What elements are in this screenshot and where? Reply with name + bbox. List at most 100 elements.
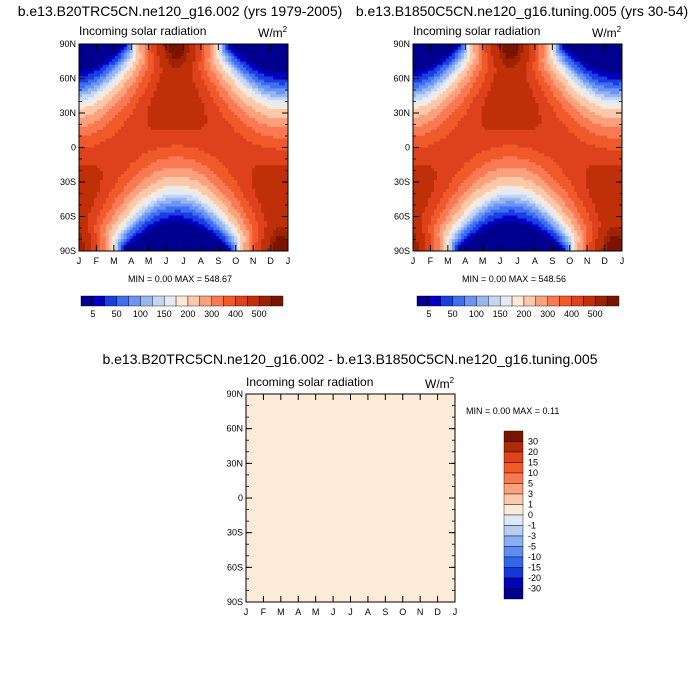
panel-a-cell — [231, 194, 235, 199]
panel-a-cell — [156, 168, 161, 172]
panel-a-cell — [213, 174, 217, 178]
panel-a-cell — [90, 221, 95, 225]
panel-a-cell — [79, 203, 83, 208]
panel-a-cell — [252, 174, 256, 178]
panel-a-cell — [282, 114, 286, 119]
panel-a-cell — [207, 120, 211, 125]
panel-a-cell — [282, 67, 286, 72]
panel-a-cell — [156, 88, 161, 92]
panel-a-cell — [198, 76, 203, 81]
panel-a-cell — [255, 162, 259, 166]
panel-a-cell — [141, 182, 146, 187]
panel-a-cell — [93, 171, 98, 175]
panel-a-y-tick-label: 30S — [60, 177, 76, 187]
panel-a-cell — [177, 58, 182, 63]
panel-a-cell — [150, 245, 155, 249]
panel-a-cell — [147, 242, 152, 246]
panel-a-cell — [156, 97, 161, 101]
panel-a-cell — [144, 132, 149, 137]
panel-a-cell — [171, 168, 176, 172]
panel-a-cell — [273, 52, 277, 57]
panel-a-cell — [87, 245, 92, 249]
panel-a-cell — [114, 230, 119, 234]
panel-a-cell — [192, 120, 197, 125]
panel-a-cell — [165, 218, 170, 223]
panel-a-cell — [150, 49, 155, 54]
panel-a-cell — [267, 126, 271, 131]
panel-a-cell — [135, 49, 140, 54]
panel-a-cell — [123, 218, 128, 223]
panel-a-cell — [147, 215, 152, 220]
panel-a-cell — [177, 55, 182, 60]
panel-a-cell — [204, 112, 208, 116]
panel-a-cell — [117, 156, 122, 160]
panel-a-cell — [201, 52, 205, 57]
panel-a-cell — [129, 141, 134, 146]
panel-a-cell — [258, 248, 262, 251]
panel-a-cell — [174, 49, 179, 54]
panel-a-cell — [147, 221, 152, 225]
panel-a-cell — [96, 106, 101, 110]
panel-a-cell — [135, 206, 140, 211]
panel-a-cell — [195, 230, 200, 234]
panel-a-cell — [123, 120, 128, 125]
panel-a-cell — [231, 209, 235, 214]
panel-a-cell — [186, 135, 191, 140]
panel-a-cell — [135, 230, 140, 234]
panel-a-cell — [249, 141, 253, 146]
panel-a-cell — [198, 91, 203, 95]
panel-a-cell — [138, 209, 143, 214]
panel-a-cell — [102, 144, 107, 149]
panel-a-cell — [90, 156, 95, 160]
panel-a-cell — [129, 91, 134, 95]
panel-a-cell — [264, 177, 268, 181]
panel-a-cell — [168, 126, 173, 131]
panel-a-cell — [201, 221, 205, 225]
panel-a-cell — [186, 200, 191, 205]
panel-a-cell — [84, 188, 89, 193]
panel-a-cell — [210, 109, 214, 113]
panel-a-cell — [105, 194, 110, 199]
panel-a-cell — [138, 79, 143, 84]
panel-a-cell — [264, 242, 268, 246]
panel-a-cell — [234, 209, 238, 214]
panel-a-cell — [279, 147, 283, 152]
panel-a-y-tick-label: 90N — [59, 39, 76, 49]
panel-a-cell — [192, 242, 197, 246]
panel-a-cell — [150, 182, 155, 187]
panel-a-cell — [270, 239, 274, 243]
panel-a-cell — [177, 233, 182, 237]
panel-a-cell — [285, 185, 288, 190]
panel-a-cell — [180, 120, 185, 125]
panel-a-cell — [129, 64, 134, 69]
panel-a-cell — [144, 227, 149, 231]
panel-a-cell — [93, 64, 98, 69]
panel-a-cell — [186, 58, 191, 63]
panel-a-cell — [84, 245, 89, 249]
panel-a-cell — [123, 144, 128, 149]
panel-a-cell — [279, 114, 283, 119]
panel-a-cell — [234, 159, 238, 163]
panel-a-cell — [84, 58, 89, 63]
panel-a-cell — [165, 177, 170, 181]
panel-a-cell — [183, 129, 188, 134]
panel-a-cell — [102, 73, 107, 78]
panel-a-cell — [225, 212, 229, 217]
panel-a-cell — [189, 141, 194, 146]
panel-a-cell — [228, 46, 232, 51]
panel-a-cell — [138, 132, 143, 137]
panel-a-cell — [177, 103, 182, 107]
panel-a-cell — [153, 120, 158, 125]
panel-a-cell — [225, 129, 229, 134]
panel-a-cell — [216, 221, 220, 225]
panel-a-cell — [210, 73, 214, 78]
panel-a-cell — [144, 194, 149, 199]
panel-a-cell — [141, 79, 146, 84]
panel-a-cell — [255, 203, 259, 208]
panel-a-cell — [267, 194, 271, 199]
panel-a-cell — [111, 55, 116, 60]
panel-a-cell — [282, 182, 286, 187]
panel-a-cell — [87, 55, 92, 60]
panel-a-cell — [267, 85, 271, 89]
panel-a-cell — [108, 46, 113, 51]
